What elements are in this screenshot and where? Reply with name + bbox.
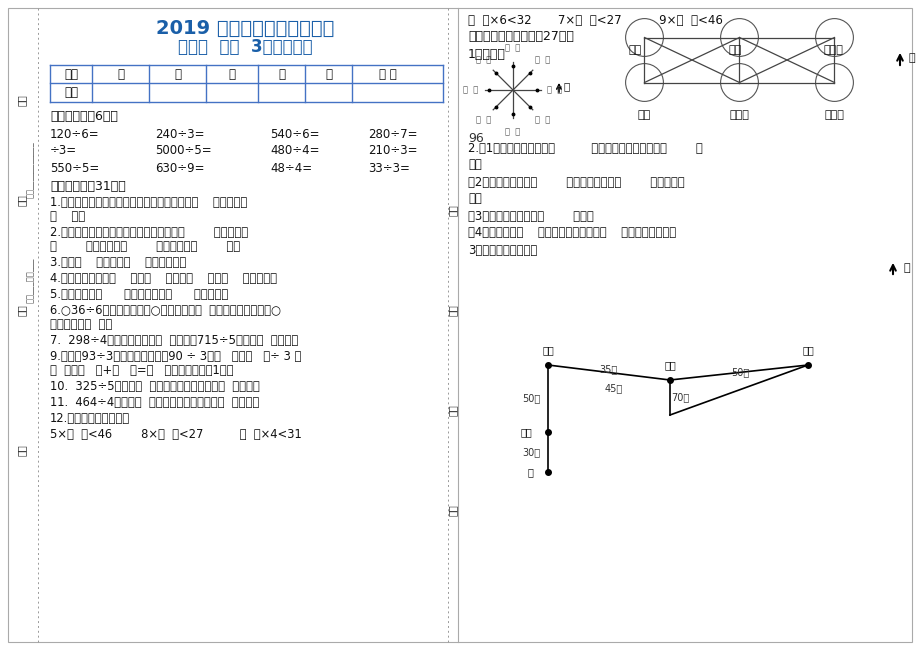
Text: （  ）: （ ） bbox=[505, 127, 520, 136]
Text: 二、我会填（31分）: 二、我会填（31分） bbox=[50, 179, 126, 192]
Text: 分数: 分数 bbox=[64, 86, 78, 99]
Text: 1．填一填: 1．填一填 bbox=[468, 47, 505, 60]
Text: 题号: 题号 bbox=[64, 68, 78, 81]
Text: （  ）×6<32       7×（  ）<27          9×（  ）<46: （ ）×6<32 7×（ ）<27 9×（ ）<46 bbox=[468, 14, 722, 27]
Text: 5×（  ）<46        8×（  ）<27          （  ）×4<31: 5×（ ）<46 8×（ ）<27 （ ）×4<31 bbox=[50, 428, 301, 441]
Text: 二: 二 bbox=[174, 68, 181, 81]
Text: 北: 北 bbox=[563, 81, 570, 91]
Text: 小室: 小室 bbox=[801, 345, 813, 355]
Text: 学号: 学号 bbox=[17, 94, 27, 106]
Text: 北: 北 bbox=[908, 53, 914, 63]
Text: （  ）: （ ） bbox=[535, 56, 550, 65]
Text: 11.  464÷4的商是（  ）位数，商的最高位在（  ）位上。: 11. 464÷4的商是（ ）位数，商的最高位在（ ）位上。 bbox=[50, 395, 259, 408]
Text: 50米: 50米 bbox=[730, 367, 748, 377]
Text: 姓名: 姓名 bbox=[17, 194, 27, 206]
Text: （    ）。: （ ）。 bbox=[50, 209, 85, 222]
Text: （  ）: （ ） bbox=[463, 86, 478, 94]
Text: 会: 会 bbox=[527, 467, 532, 477]
Text: 210÷3=: 210÷3= bbox=[368, 144, 417, 157]
Text: 96: 96 bbox=[468, 131, 483, 144]
Text: （        ），右边是（        ），后面是（        ）。: （ ），右边是（ ），后面是（ ）。 bbox=[50, 239, 240, 252]
Text: （3）马场在熊猫馆的（        ）面。: （3）马场在熊猫馆的（ ）面。 bbox=[468, 209, 593, 222]
Text: 240÷3=: 240÷3= bbox=[154, 127, 204, 140]
Text: 北: 北 bbox=[902, 263, 909, 273]
Text: 550÷5=: 550÷5= bbox=[50, 161, 99, 174]
Text: 五: 五 bbox=[324, 68, 332, 81]
Text: 540÷6=: 540÷6= bbox=[269, 127, 319, 140]
Text: 120÷6=: 120÷6= bbox=[50, 127, 99, 140]
Text: 70米: 70米 bbox=[670, 392, 688, 402]
Text: 马场: 马场 bbox=[728, 45, 741, 55]
Text: 2.（1）熊猫园的北面是（          ），大象馆在熊猫园的（        ）: 2.（1）熊猫园的北面是（ ），大象馆在熊猫园的（ ） bbox=[468, 142, 702, 155]
Text: 5.太阳每天从（      ）方升起，从（      ）方落下。: 5.太阳每天从（ ）方升起，从（ ）方落下。 bbox=[50, 287, 228, 300]
Text: 池。: 池。 bbox=[468, 192, 482, 205]
Text: 30米: 30米 bbox=[521, 447, 539, 457]
Text: 小前: 小前 bbox=[541, 345, 553, 355]
Text: 班级: 班级 bbox=[17, 304, 27, 316]
Text: 班级: 班级 bbox=[448, 204, 458, 216]
Text: 9.在口算93÷3时，可以这样想：90 ÷ 3＝（   ），（   ）÷ 3 ＝: 9.在口算93÷3时，可以这样想：90 ÷ 3＝（ ），（ ）÷ 3 ＝ bbox=[50, 350, 301, 363]
Text: 4.地图通常是按上（    ）下（    ），左（    ）右（    ）绘制的。: 4.地图通常是按上（ ）下（ ），左（ ）右（ ）绘制的。 bbox=[50, 272, 277, 285]
Text: 45米: 45米 bbox=[604, 383, 622, 393]
Text: 班级___年级___: 班级___年级___ bbox=[26, 257, 35, 303]
Text: 学校: 学校 bbox=[448, 504, 458, 516]
Text: 280÷7=: 280÷7= bbox=[368, 127, 417, 140]
Text: 2019 届数学人教版精品资料: 2019 届数学人教版精品资料 bbox=[155, 18, 334, 38]
Text: 10.  325÷5的商是（  ）位数，商的最高位在（  ）位上。: 10. 325÷5的商是（ ）位数，商的最高位在（ ）位上。 bbox=[50, 380, 259, 393]
Text: 2.早晨，小丽面向太阳站立，她的前面是（        ），左边是: 2.早晨，小丽面向太阳站立，她的前面是（ ），左边是 bbox=[50, 226, 248, 239]
Text: 姓名: 姓名 bbox=[448, 404, 458, 416]
Text: 48÷4=: 48÷4= bbox=[269, 161, 312, 174]
Text: 33÷3=: 33÷3= bbox=[368, 161, 410, 174]
Text: 3．看图辨方位并填空: 3．看图辨方位并填空 bbox=[468, 244, 537, 257]
Text: 3.东与（    ）相对，（    ）与北相对。: 3.东与（ ）相对，（ ）与北相对。 bbox=[50, 255, 186, 268]
Text: 630÷9=: 630÷9= bbox=[154, 161, 204, 174]
Text: 480÷4=: 480÷4= bbox=[269, 144, 319, 157]
Text: （  ）: （ ） bbox=[535, 115, 550, 124]
Text: 鹿园: 鹿园 bbox=[637, 110, 651, 120]
Text: （  ）: （ ） bbox=[475, 115, 491, 124]
Text: 三年级  数学  3月检测试卷: 三年级 数学 3月检测试卷 bbox=[177, 38, 312, 56]
Text: 小铺: 小铺 bbox=[519, 427, 531, 437]
Text: 一: 一 bbox=[117, 68, 124, 81]
Text: 1.当你面向北时，后面是南，那么你的左面是（    ），右面是: 1.当你面向北时，后面是南，那么你的左面是（ ），右面是 bbox=[50, 196, 247, 209]
Text: 四: 四 bbox=[278, 68, 285, 81]
Text: 里最小能填（  ）。: 里最小能填（ ）。 bbox=[50, 317, 112, 330]
Text: 猴山: 猴山 bbox=[628, 45, 641, 55]
Text: 一、我会算（6分）: 一、我会算（6分） bbox=[50, 111, 118, 124]
Text: 50米: 50米 bbox=[521, 393, 539, 403]
Text: 35米: 35米 bbox=[598, 364, 617, 374]
Text: 学校: 学校 bbox=[664, 360, 675, 370]
Text: 5000÷5=: 5000÷5= bbox=[154, 144, 211, 157]
Text: 鳄鱼池: 鳄鱼池 bbox=[823, 45, 842, 55]
Text: 三、我会辨认方向。（27分）: 三、我会辨认方向。（27分） bbox=[468, 31, 573, 44]
Text: 7.  298÷4的商的最高位在（  ）位上，715÷5的商是（  ）位数。: 7. 298÷4的商的最高位在（ ）位上，715÷5的商是（ ）位数。 bbox=[50, 333, 298, 346]
Text: 面。: 面。 bbox=[468, 159, 482, 172]
Text: 学校: 学校 bbox=[17, 444, 27, 456]
Text: （4）从猴山向（    ）走，到马场；再向（    ）面走到熊猫园。: （4）从猴山向（ ）走，到马场；再向（ ）面走到熊猫园。 bbox=[468, 226, 675, 239]
Text: （  ）: （ ） bbox=[505, 44, 520, 53]
Text: （  ）: （ ） bbox=[475, 56, 491, 65]
Text: 总 分: 总 分 bbox=[379, 68, 396, 81]
Text: 6.○36÷6的商是两位数，○里最大能填（  ）。若商是三位数，○: 6.○36÷6的商是两位数，○里最大能填（ ）。若商是三位数，○ bbox=[50, 304, 280, 317]
Text: （2）鹿园在马场的（        ）面，大象馆的（        ）面是鳄鱼: （2）鹿园在马场的（ ）面，大象馆的（ ）面是鳄鱼 bbox=[468, 176, 684, 188]
Text: 三: 三 bbox=[228, 68, 235, 81]
Text: ÷3=: ÷3= bbox=[50, 144, 77, 157]
Text: 12.括号里最大能填几？: 12.括号里最大能填几？ bbox=[50, 411, 130, 424]
Text: 熊猫馆: 熊猫馆 bbox=[823, 110, 844, 120]
Text: （  ）: （ ） bbox=[547, 86, 562, 94]
Text: （  ），（   ）+（   ）=（   ）。（每个算式1分）: （ ），（ ）+（ ）=（ ）。（每个算式1分） bbox=[50, 363, 233, 376]
Text: 年级: 年级 bbox=[448, 304, 458, 316]
Text: 姓名___________: 姓名___________ bbox=[26, 142, 35, 198]
Text: 大象馆: 大象馆 bbox=[729, 110, 749, 120]
